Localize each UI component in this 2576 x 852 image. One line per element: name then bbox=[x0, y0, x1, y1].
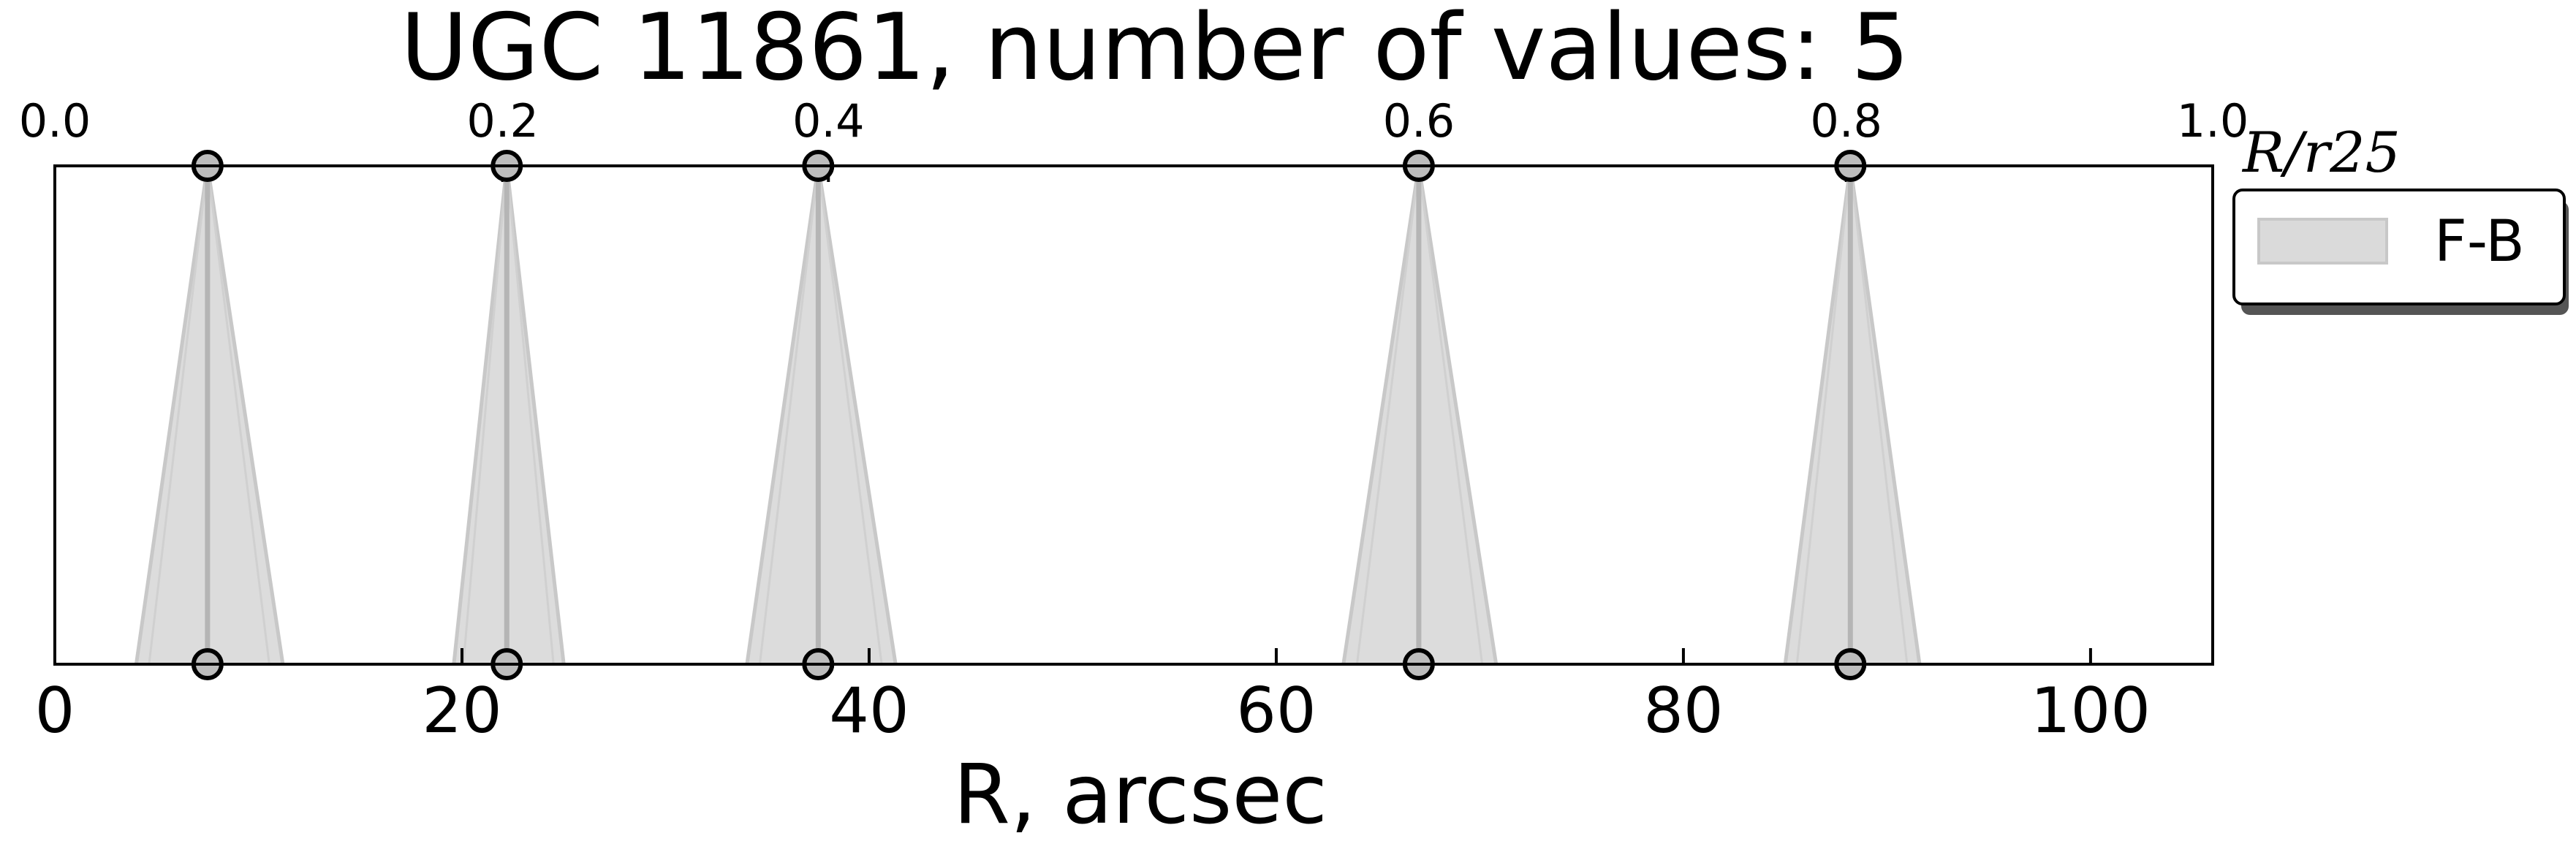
band-edge-right-4 bbox=[1417, 165, 1499, 665]
band-edge-left-5 bbox=[1783, 165, 1852, 665]
error-bands bbox=[134, 165, 1922, 665]
band-inner-right-5 bbox=[1849, 165, 1909, 665]
data-markers bbox=[191, 150, 1867, 680]
x-tick-label-60: 60 bbox=[1236, 674, 1316, 748]
top-axis-ticks: 0.0 0.2 0.4 0.6 0.8 1.0 bbox=[19, 94, 2249, 182]
top-axis-label: R/r25 bbox=[2241, 120, 2401, 185]
top-tick-label-5: 1.0 bbox=[2177, 94, 2249, 148]
band-inner-left-5 bbox=[1795, 165, 1852, 665]
band-inner-left-1 bbox=[148, 165, 209, 665]
band-edge-left-4 bbox=[1341, 165, 1421, 665]
band-edge-right-2 bbox=[504, 165, 566, 665]
band-edge-right-3 bbox=[816, 165, 898, 665]
x-tick-label-0: 0 bbox=[35, 674, 75, 748]
band-inner-right-3 bbox=[817, 165, 883, 665]
x-tick-label-100: 100 bbox=[2031, 674, 2151, 748]
top-tick-label-2: 0.4 bbox=[792, 94, 865, 148]
x-axis-label: R, arcsec bbox=[953, 748, 1327, 843]
bottom-axis-ticks: 0 20 40 60 80 100 bbox=[35, 648, 2151, 748]
x-tick-label-20: 20 bbox=[422, 674, 501, 748]
band-edge-left-2 bbox=[452, 165, 509, 665]
band-edge-left-3 bbox=[745, 165, 820, 665]
x-tick-label-80: 80 bbox=[1643, 674, 1723, 748]
band-edge-right-1 bbox=[205, 165, 285, 665]
x-tick-label-40: 40 bbox=[829, 674, 909, 748]
band-inner-left-3 bbox=[758, 165, 819, 665]
band-edge-right-5 bbox=[1848, 165, 1922, 665]
top-tick-label-1: 0.2 bbox=[466, 94, 539, 148]
top-tick-label-3: 0.6 bbox=[1383, 94, 1455, 148]
band-edge-left-1 bbox=[134, 165, 210, 665]
chart-title: UGC 11861, number of values: 5 bbox=[401, 0, 1910, 101]
top-tick-label-0: 0.0 bbox=[19, 94, 91, 148]
band-inner-right-2 bbox=[505, 165, 555, 665]
band-inner-right-4 bbox=[1417, 165, 1484, 665]
band-inner-right-1 bbox=[206, 165, 270, 665]
top-tick-label-4: 0.8 bbox=[1810, 94, 1882, 148]
band-inner-left-2 bbox=[462, 165, 508, 665]
legend-label-f-b: F-B bbox=[2434, 209, 2525, 275]
legend-swatch-f-b bbox=[2257, 218, 2388, 265]
legend: F-B bbox=[2232, 189, 2569, 315]
plot-frame bbox=[53, 164, 2214, 666]
error-band-3 bbox=[746, 166, 896, 664]
band-inner-left-4 bbox=[1355, 165, 1420, 665]
